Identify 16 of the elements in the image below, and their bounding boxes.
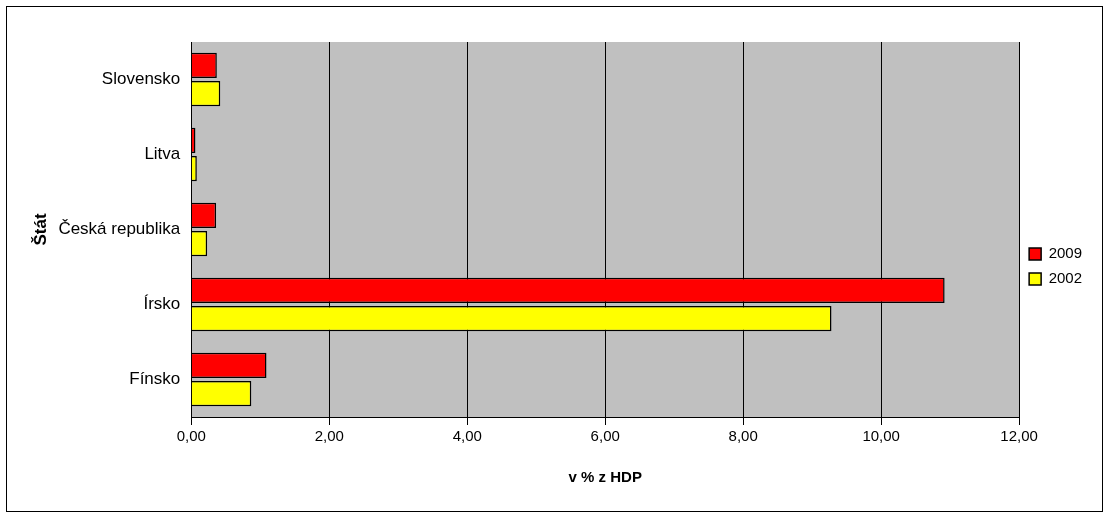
- y-tick-label: Slovensko: [101, 69, 181, 89]
- x-tick-label: 4,00: [452, 427, 482, 445]
- x-tick-label: 2,00: [314, 427, 344, 445]
- legend-label: 2002: [1048, 269, 1083, 287]
- y-tick-label: Česká republika: [58, 219, 181, 239]
- y-axis-title: Štát: [30, 213, 50, 246]
- x-tick-label: 6,00: [590, 427, 620, 445]
- legend-label: 2009: [1048, 244, 1083, 262]
- x-tick-label: 10,00: [862, 427, 900, 445]
- x-tick-label: 8,00: [728, 427, 758, 445]
- y-tick-label: Litva: [144, 144, 181, 164]
- y-tick-label: Fínsko: [129, 369, 181, 389]
- x-tick-label: 0,00: [176, 427, 206, 445]
- y-tick-label: Írsko: [143, 294, 181, 314]
- x-tick-label: 12,00: [1000, 427, 1038, 445]
- x-axis-title: v % z HDP: [568, 468, 642, 486]
